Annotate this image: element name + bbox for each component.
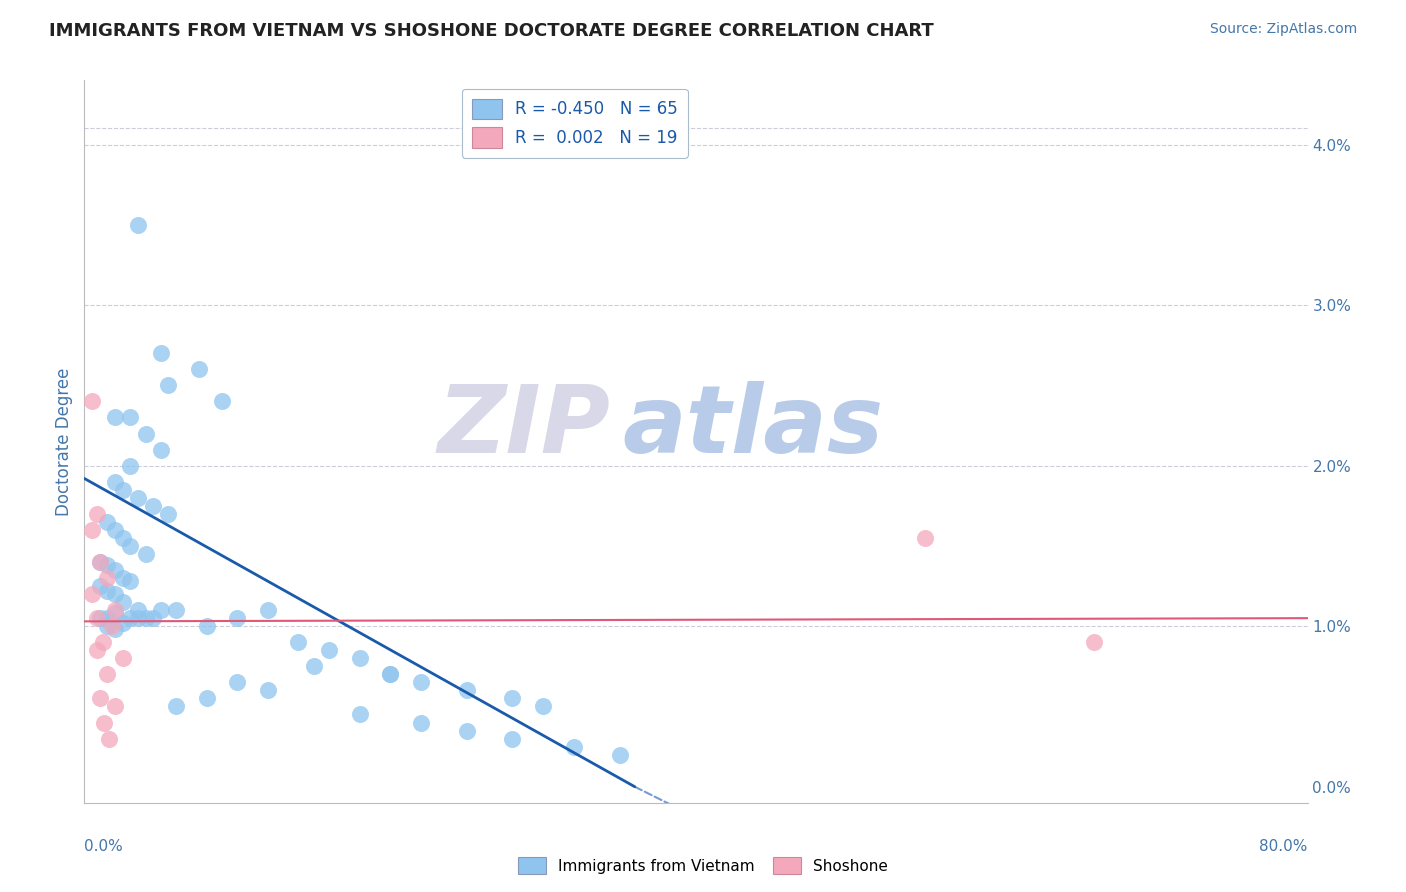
Point [96,583,118,598]
Point [91,635,114,649]
Point [149,442,172,457]
Point [111,595,134,609]
Point [111,483,134,497]
Point [101,619,124,633]
Point [195,619,218,633]
Point [104,699,127,714]
Point [96,611,118,625]
Point [318,643,340,657]
Point [135,547,157,561]
Text: 80.0%: 80.0% [1260,838,1308,854]
Point [609,747,631,762]
Point [104,587,127,601]
Point [120,539,142,553]
Point [502,691,524,706]
Point [127,611,149,625]
Point [257,683,280,698]
Point [96,667,118,681]
Point [531,699,554,714]
Point [111,571,134,585]
Point [120,410,142,425]
Legend: Immigrants from Vietnam, Shoshone: Immigrants from Vietnam, Shoshone [512,851,894,880]
Point [149,346,172,360]
Y-axis label: Doctorate Degree: Doctorate Degree [55,368,73,516]
Point [142,611,165,625]
Text: Source: ZipAtlas.com: Source: ZipAtlas.com [1209,22,1357,37]
Point [914,531,936,545]
Point [96,515,118,529]
Point [287,635,309,649]
Point [165,699,187,714]
Point [104,603,127,617]
Point [80,523,103,537]
Point [409,715,432,730]
Point [380,667,402,681]
Point [149,603,172,617]
Point [86,643,108,657]
Point [120,574,142,589]
Point [89,555,111,569]
Point [111,531,134,545]
Point [188,362,211,376]
Point [89,611,111,625]
Text: 0.0%: 0.0% [84,838,124,854]
Point [349,707,371,722]
Point [89,691,111,706]
Point [226,611,249,625]
Point [104,623,127,637]
Point [104,410,127,425]
Point [127,491,149,505]
Point [211,394,233,409]
Point [456,683,478,698]
Point [111,651,134,665]
Point [257,603,280,617]
Point [1083,635,1105,649]
Point [80,587,103,601]
Point [120,611,142,625]
Point [127,218,149,232]
Point [142,499,165,513]
Point [502,731,524,746]
Point [302,659,325,673]
Text: ZIP: ZIP [437,381,610,473]
Text: IMMIGRANTS FROM VIETNAM VS SHOSHONE DOCTORATE DEGREE CORRELATION CHART: IMMIGRANTS FROM VIETNAM VS SHOSHONE DOCT… [49,22,934,40]
Point [195,691,218,706]
Point [89,579,111,593]
Point [562,739,585,754]
Point [157,507,180,521]
Point [104,475,127,489]
Point [120,458,142,473]
Point [456,723,478,738]
Point [165,603,187,617]
Point [104,607,127,621]
Point [89,555,111,569]
Point [127,603,149,617]
Point [104,563,127,577]
Point [86,507,108,521]
Point [96,558,118,573]
Point [409,675,432,690]
Point [86,611,108,625]
Point [97,731,120,746]
Text: atlas: atlas [623,381,884,473]
Legend: R = -0.450   N = 65, R =  0.002   N = 19: R = -0.450 N = 65, R = 0.002 N = 19 [461,88,688,158]
Point [96,619,118,633]
Point [96,571,118,585]
Point [380,667,402,681]
Point [80,394,103,409]
Point [135,426,157,441]
Point [135,611,157,625]
Point [111,615,134,630]
Point [226,675,249,690]
Point [104,523,127,537]
Point [93,715,115,730]
Point [349,651,371,665]
Point [157,378,180,392]
